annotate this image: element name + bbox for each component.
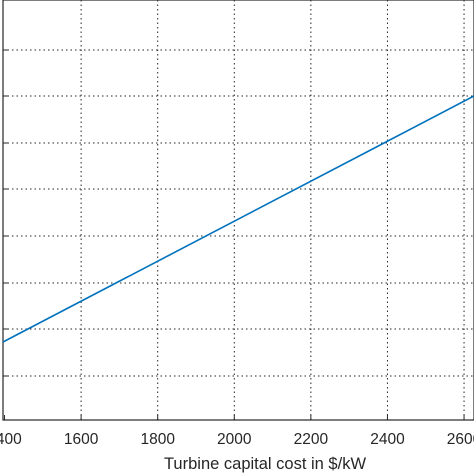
x-tick-label: 2000 — [217, 431, 252, 448]
x-tick-label: 2200 — [294, 431, 329, 448]
x-tick-layer: 1400 1600 1800 2000 2200 2400 2600 — [0, 49, 474, 448]
x-tick-label: 2400 — [370, 431, 405, 448]
x-axis-label: Turbine capital cost in $/kW — [164, 455, 366, 473]
plot-area-frame — [2, 0, 474, 421]
x-tick-label: 1400 — [0, 431, 22, 448]
series-line — [2, 95, 474, 343]
x-tick-label: 2600 — [447, 431, 474, 448]
series-layer — [2, 95, 474, 343]
grid-layer — [3, 0, 474, 420]
x-tick-label: 1600 — [64, 431, 99, 448]
x-tick-label: 1800 — [140, 431, 175, 448]
